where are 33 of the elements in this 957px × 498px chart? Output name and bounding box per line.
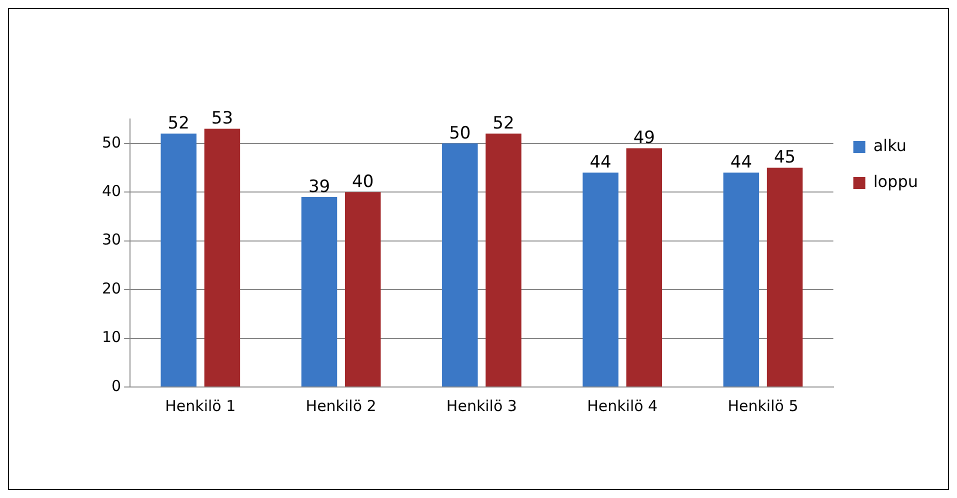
- bar: [344, 192, 381, 386]
- data-label: 44: [730, 152, 752, 173]
- bar: [204, 128, 240, 386]
- data-label: 39: [308, 176, 330, 197]
- data-label: 49: [633, 128, 655, 148]
- y-tick-label: 10: [102, 328, 122, 346]
- legend-label: loppu: [873, 172, 918, 192]
- bar: [582, 172, 618, 386]
- bar: [160, 134, 196, 386]
- bar: [486, 134, 522, 386]
- y-tick-label: 40: [102, 182, 122, 200]
- bar: [442, 143, 478, 386]
- x-tick-label: Henkilö 3: [446, 396, 517, 415]
- data-label: 52: [492, 114, 514, 134]
- data-label: 50: [449, 123, 471, 144]
- x-tick-label: Henkilö 2: [306, 396, 376, 415]
- y-tick-label: 30: [102, 230, 122, 249]
- bar: [626, 148, 662, 386]
- data-label: 52: [168, 114, 190, 134]
- y-tick-label: 50: [102, 133, 122, 152]
- bar: [723, 172, 760, 386]
- x-tick-label: Henkilö 1: [165, 396, 236, 415]
- x-tick-label: Henkilö 5: [728, 396, 798, 415]
- bar: [766, 168, 803, 386]
- y-tick-label: 20: [102, 279, 122, 298]
- data-label: 44: [590, 152, 612, 173]
- bar: [301, 196, 338, 386]
- legend-label: alku: [873, 136, 906, 156]
- y-tick-label: 0: [112, 376, 122, 395]
- data-label: 40: [352, 172, 374, 192]
- data-label: 45: [774, 148, 796, 168]
- data-label: 53: [211, 108, 234, 129]
- x-tick-label: Henkilö 4: [587, 396, 658, 415]
